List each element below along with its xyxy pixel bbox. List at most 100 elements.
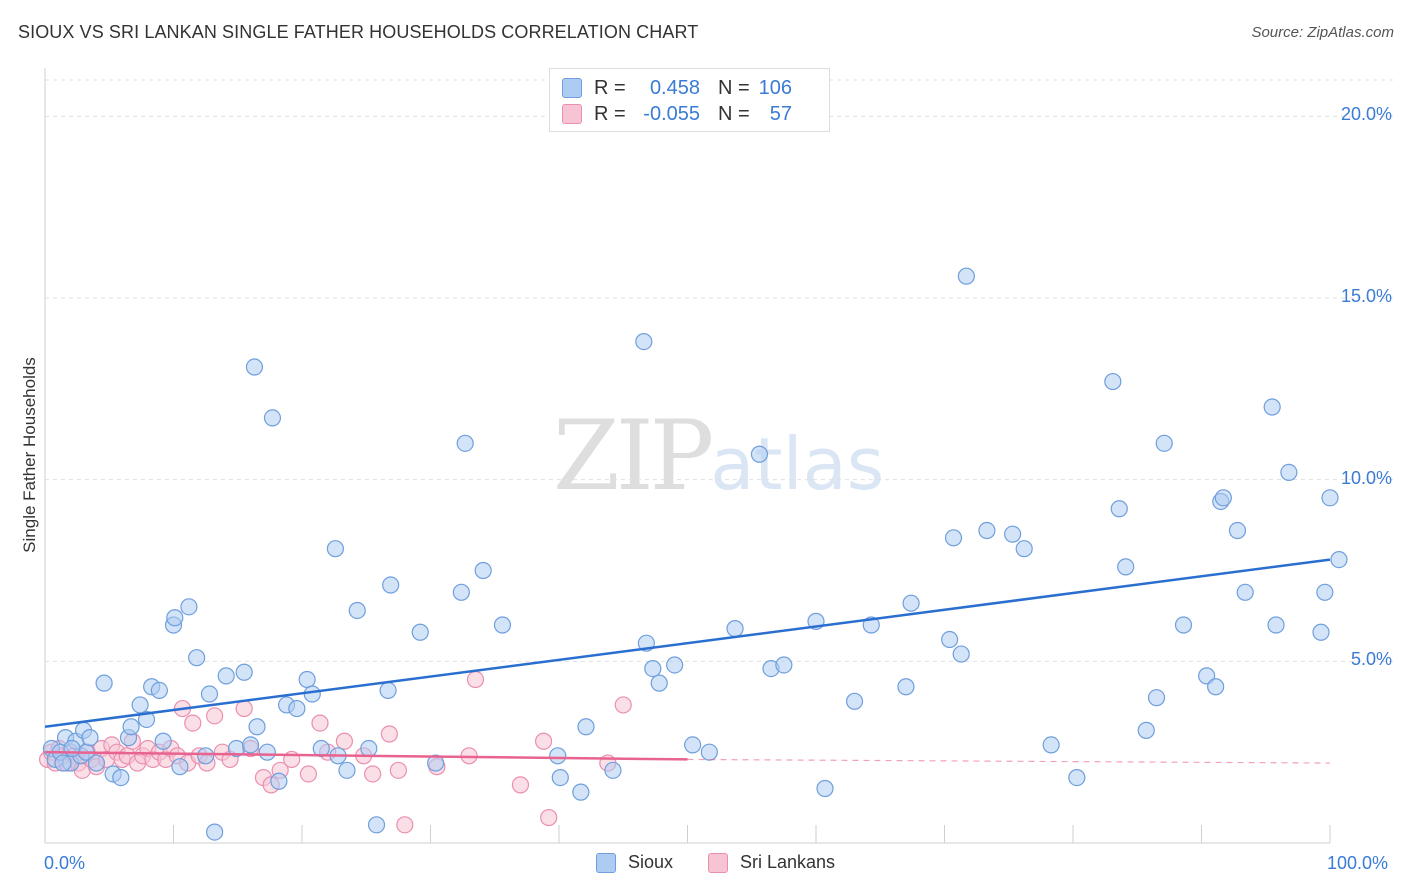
- sioux-point: [180, 598, 198, 616]
- sioux-point: [81, 729, 99, 747]
- sioux-point: [382, 576, 400, 594]
- sioux-point: [122, 718, 140, 736]
- sioux-point: [298, 670, 316, 689]
- sioux-point: [235, 663, 253, 681]
- source-label: Source: ZipAtlas.com: [1251, 24, 1394, 41]
- sioux-point: [367, 816, 386, 834]
- legend-item-sioux[interactable]: Sioux: [596, 852, 673, 873]
- sioux-point: [63, 739, 81, 758]
- sioux-point: [360, 739, 378, 758]
- sioux-point: [288, 699, 306, 718]
- sioux-point: [1280, 463, 1298, 481]
- y-tick-label: 15.0%: [1340, 286, 1392, 306]
- sri-lankans-point: [299, 765, 318, 783]
- sioux-point: [131, 696, 149, 714]
- sioux-point: [635, 333, 653, 351]
- sioux-point: [303, 685, 321, 703]
- sioux-point: [245, 358, 264, 376]
- sioux-point: [644, 659, 662, 678]
- legend-label-sri-lankans: Sri Lankans: [740, 852, 836, 872]
- sioux-point: [206, 823, 224, 841]
- sioux-point: [112, 768, 130, 787]
- y-tick-label: 5.0%: [1350, 649, 1392, 670]
- sioux-point: [217, 667, 235, 685]
- sioux-point: [952, 645, 970, 663]
- sri-lankans-point: [380, 725, 398, 743]
- sri-lankans-point: [389, 761, 407, 779]
- sioux-point: [1042, 736, 1060, 754]
- sioux-point: [750, 445, 769, 463]
- sioux-point: [1147, 689, 1166, 707]
- sioux-point: [248, 718, 266, 736]
- sioux-point: [604, 761, 622, 779]
- sioux-point: [1117, 558, 1135, 576]
- sioux-point: [816, 779, 834, 798]
- sri-lankans-point: [534, 732, 553, 750]
- sioux-point: [338, 761, 356, 779]
- sioux-point: [197, 747, 215, 765]
- sri-lankans-point: [235, 699, 253, 718]
- sri-lankans-point: [614, 696, 632, 714]
- sri-lankans-point: [396, 816, 414, 834]
- sri-lankans-point: [540, 808, 558, 827]
- series-legend: Sioux Sri Lankans: [0, 852, 1406, 878]
- legend-label-sioux: Sioux: [628, 852, 674, 872]
- n-label: N =: [718, 76, 750, 99]
- sioux-point: [700, 743, 718, 761]
- legend-item-sri-lankans[interactable]: Sri Lankans: [708, 852, 835, 873]
- sri-lankans-swatch: [562, 104, 582, 124]
- sioux-point: [650, 674, 668, 692]
- sioux-point: [551, 768, 569, 787]
- sioux-point: [87, 754, 106, 772]
- sioux-point: [137, 710, 156, 729]
- sioux-point: [54, 754, 72, 772]
- sioux-point: [411, 623, 429, 641]
- n-value: 106: [758, 76, 792, 99]
- sioux-point: [572, 783, 590, 801]
- sioux-point: [379, 681, 397, 700]
- sioux-point: [775, 656, 793, 674]
- y-tick-label: 20.0%: [1340, 104, 1392, 125]
- r-value: -0.055: [643, 102, 700, 125]
- sioux-point: [1267, 616, 1285, 634]
- sri-lankans-point: [184, 714, 202, 732]
- sioux-point: [95, 674, 113, 692]
- sioux-point: [1330, 550, 1348, 569]
- r-label: R =: [594, 76, 626, 99]
- sioux-point: [474, 561, 492, 580]
- sioux-point: [1155, 434, 1173, 452]
- sioux-point: [1263, 398, 1281, 416]
- sioux-point: [1004, 525, 1022, 543]
- sioux-point: [1321, 489, 1339, 507]
- correlation-legend: R = 0.458 N = 106 R = -0.055 N = 57: [549, 68, 830, 132]
- x-tick-max: 100.0%: [1327, 853, 1389, 873]
- sioux-point: [1015, 540, 1033, 558]
- sioux-point: [200, 685, 219, 703]
- n-label: N =: [718, 102, 750, 125]
- sioux-point: [577, 718, 595, 736]
- sioux-point: [456, 434, 474, 452]
- trend-lines: [44, 558, 1331, 764]
- sioux-point: [427, 754, 445, 772]
- sioux-point: [684, 736, 702, 754]
- sri-lankans-swatch: [708, 852, 728, 873]
- sioux-point: [978, 521, 996, 540]
- sioux-point: [1068, 768, 1086, 787]
- sioux-swatch: [562, 78, 582, 98]
- sri-lankans-point: [511, 776, 530, 794]
- sri-lankans-trend-extension: [687, 758, 1331, 764]
- legend-row-sioux: R = 0.458 N = 106: [562, 75, 792, 101]
- sioux-point: [242, 736, 260, 754]
- sri-lankans-point: [311, 714, 329, 732]
- sioux-point: [1312, 623, 1330, 641]
- sioux-point: [166, 609, 184, 627]
- sioux-point: [188, 649, 206, 667]
- r-value: 0.458: [649, 76, 700, 99]
- sioux-point: [154, 732, 172, 750]
- sri-lankans-trend-line: [44, 750, 688, 761]
- sioux-point: [1104, 372, 1122, 391]
- x-tick-min: 0.0%: [44, 853, 86, 873]
- sioux-point: [263, 409, 282, 427]
- sioux-point: [549, 747, 567, 765]
